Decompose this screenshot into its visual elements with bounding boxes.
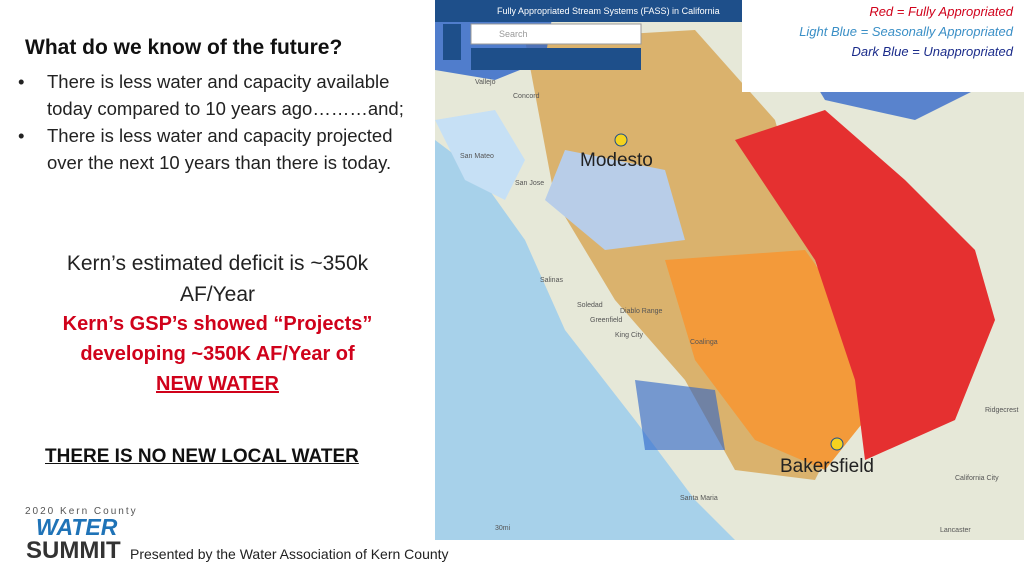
- search-box[interactable]: [470, 23, 642, 45]
- bullet: There is less water and capacity availab…: [18, 68, 408, 122]
- scale-label: 30mi: [495, 525, 511, 532]
- place-label: Coalinga: [690, 339, 718, 346]
- ocean: [435, 140, 735, 540]
- logo-summit: SUMMIT: [26, 537, 121, 564]
- new-water: NEW WATER: [156, 373, 279, 395]
- lightblue-zone: [545, 150, 685, 250]
- tool-bar[interactable]: [471, 48, 641, 70]
- search-placeholder: Search: [499, 29, 528, 39]
- place-label: Santa Maria: [680, 495, 718, 502]
- place-label: Concord: [513, 93, 540, 100]
- place-label: California City: [955, 475, 999, 482]
- zoom-control[interactable]: [443, 24, 461, 60]
- place-label: Ridgecrest: [985, 407, 1019, 414]
- legend-box: [742, 0, 1024, 92]
- bullet: There is less water and capacity project…: [18, 122, 408, 176]
- heading: What do we know of the future?: [25, 36, 343, 59]
- place-label: San Mateo: [460, 153, 494, 160]
- projects-text: Kern’s GSP’s showed “Projects” developin…: [40, 309, 395, 399]
- presented-by: Presented by the Water Association of Ke…: [130, 546, 449, 562]
- logo-year: 2020 Kern County: [25, 506, 138, 517]
- map: Fully Appropriated Stream Systems (FASS)…: [435, 0, 1024, 540]
- red-zone: [735, 110, 995, 460]
- legend-item: Dark Blue = Unappropriated: [851, 44, 1013, 59]
- city-marker: [614, 133, 628, 147]
- place-label: King City: [615, 332, 644, 339]
- place-label: Greenfield: [590, 317, 622, 324]
- place-label: Salinas: [540, 277, 563, 284]
- place-label: Soledad: [577, 302, 603, 309]
- city-label: Modesto: [580, 150, 653, 171]
- projects-line: Kern’s GSP’s showed “Projects” developin…: [62, 313, 373, 365]
- deficit-text: Kern’s estimated deficit is ~350k AF/Yea…: [66, 252, 369, 306]
- bullet-list: There is less water and capacity availab…: [18, 68, 408, 176]
- map-title: Fully Appropriated Stream Systems (FASS)…: [497, 6, 720, 16]
- map-toolbar: [435, 0, 745, 22]
- place-label: Diablo Range: [620, 308, 663, 315]
- city-label: Bakersfield: [780, 456, 874, 477]
- place-label: Lancaster: [940, 527, 971, 534]
- logo-water: WATER: [36, 514, 118, 540]
- legend-item: Red = Fully Appropriated: [869, 4, 1013, 19]
- blue-zone: [635, 380, 725, 450]
- legend-item: Light Blue = Seasonally Appropriated: [799, 24, 1014, 39]
- conclusion: THERE IS NO NEW LOCAL WATER: [45, 446, 359, 467]
- bay: [435, 110, 525, 200]
- city-marker: [830, 437, 844, 451]
- place-label: Vallejo: [475, 79, 496, 86]
- place-label: San Jose: [515, 180, 544, 187]
- orange-zone: [665, 250, 865, 470]
